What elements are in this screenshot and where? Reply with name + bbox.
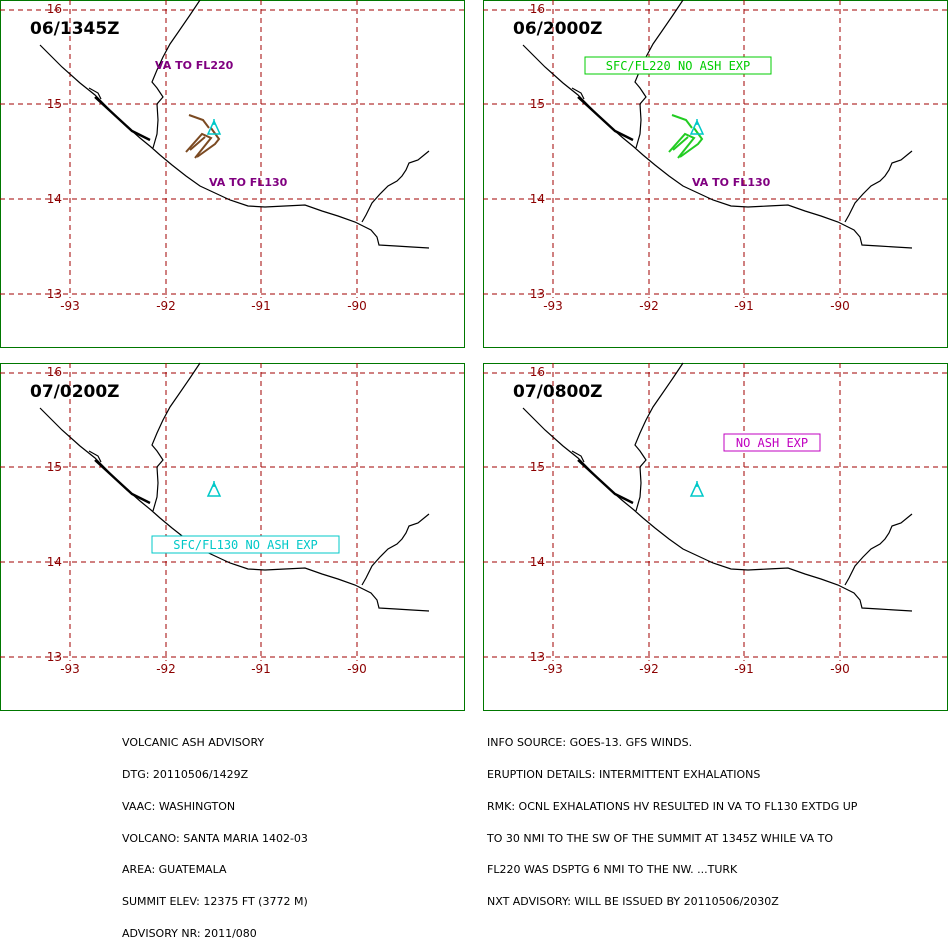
longitude-label: -92 <box>639 299 659 313</box>
country-border <box>634 362 684 512</box>
longitude-label: -92 <box>639 662 659 676</box>
ash-level-label: VA TO FL130 <box>209 176 288 189</box>
latitude-label: 14 <box>47 192 62 206</box>
ash-status-box <box>151 535 340 554</box>
coastline <box>522 44 913 249</box>
longitude-label: -91 <box>734 299 754 313</box>
coastline <box>522 407 913 612</box>
latitude-label: 13 <box>47 287 62 301</box>
country-border <box>844 513 913 586</box>
longitude-label: -91 <box>734 662 754 676</box>
ash-status-label: SFC/FL130 NO ASH EXP <box>173 538 318 552</box>
coastline <box>571 450 585 463</box>
ash-cloud-polygon <box>189 136 206 151</box>
advisory-line: VOLCANO: SANTA MARIA 1402-03 <box>122 831 308 845</box>
country-border <box>361 150 430 223</box>
info-line: NXT ADVISORY: WILL BE ISSUED BY 20110506… <box>487 895 779 909</box>
panel-frame <box>483 0 948 348</box>
volcano-icon <box>206 481 222 497</box>
valid-time: 07/0800Z <box>513 382 603 402</box>
country-border <box>151 0 201 149</box>
longitude-label: -90 <box>347 662 367 676</box>
ash-level-label: VA TO FL130 <box>692 176 771 189</box>
advisory-header: VOLCANIC ASH ADVISORY DTG: 20110506/1429… <box>122 717 308 950</box>
latitude-label: 15 <box>530 97 545 111</box>
longitude-label: -93 <box>60 662 80 676</box>
advisory-details: INFO SOURCE: GOES-13. GFS WINDS. ERUPTIO… <box>487 717 857 918</box>
ash-cloud-polygon <box>672 136 689 151</box>
country-border <box>844 150 913 223</box>
panel-frame <box>0 363 465 711</box>
latitude-label: 13 <box>530 650 545 664</box>
longitude-label: -91 <box>251 299 271 313</box>
latitude-label: 16 <box>530 2 545 16</box>
coastline <box>577 459 634 505</box>
ash-cloud-polygon <box>188 114 210 129</box>
ash-cloud-polygon <box>668 132 696 159</box>
info-line: RMK: OCNL EXHALATIONS HV RESULTED IN VA … <box>487 799 858 813</box>
latitude-label: 16 <box>47 365 62 379</box>
latitude-label: 16 <box>530 365 545 379</box>
longitude-label: -92 <box>156 299 176 313</box>
coastline <box>88 450 102 463</box>
latitude-label: 13 <box>47 650 62 664</box>
volcano-icon <box>689 481 705 497</box>
ash-status-label: NO ASH EXP <box>736 436 808 450</box>
longitude-label: -92 <box>156 662 176 676</box>
advisory-line: ADVISORY NR: 2011/080 <box>122 926 257 940</box>
ash-cloud-polygon <box>671 114 693 129</box>
info-line: INFO SOURCE: GOES-13. GFS WINDS. <box>487 736 693 750</box>
longitude-label: -93 <box>60 299 80 313</box>
coastline <box>94 459 151 505</box>
info-line: TO 30 NMI TO THE SW OF THE SUMMIT AT 134… <box>487 831 833 845</box>
country-border <box>151 362 201 512</box>
longitude-label: -91 <box>251 662 271 676</box>
panel-frame <box>483 363 948 711</box>
latitude-label: 16 <box>47 2 62 16</box>
latitude-label: 13 <box>530 287 545 301</box>
coastline <box>94 96 151 142</box>
ash-cloud-polygon <box>185 132 213 159</box>
latitude-label: 15 <box>47 460 62 474</box>
coastline <box>88 87 102 100</box>
ash-status-box <box>584 56 772 75</box>
longitude-label: -90 <box>347 299 367 313</box>
longitude-label: -93 <box>543 662 563 676</box>
valid-time: 07/0200Z <box>30 382 120 402</box>
latitude-label: 14 <box>530 555 545 569</box>
advisory-line: VOLCANIC ASH ADVISORY <box>122 736 265 750</box>
ash-level-label: VA TO FL220 <box>155 59 234 72</box>
info-line: ERUPTION DETAILS: INTERMITTENT EXHALATIO… <box>487 767 761 781</box>
volcano-icon <box>689 119 705 135</box>
latitude-label: 14 <box>47 555 62 569</box>
advisory-line: AREA: GUATEMALA <box>122 863 227 877</box>
latitude-label: 15 <box>530 460 545 474</box>
advisory-line: DTG: 20110506/1429Z <box>122 767 249 781</box>
coastline <box>39 44 430 249</box>
latitude-label: 14 <box>530 192 545 206</box>
info-line: FL220 WAS DSPTG 6 NMI TO THE NW. ...TURK <box>487 863 738 877</box>
map-panel: 16 15 14 13-93 -92 -91 -90 06/2000Z VA TO FL130 S… <box>483 0 948 348</box>
coastline <box>39 407 430 612</box>
map-panel: 16 15 14 13-93 -92 -91 -90 07/0800Z NO ASH EXP <box>483 362 948 711</box>
latitude-label: 15 <box>47 97 62 111</box>
coastline <box>571 87 585 100</box>
ash-status-label: SFC/FL220 NO ASH EXP <box>606 59 751 73</box>
longitude-label: -93 <box>543 299 563 313</box>
valid-time: 06/1345Z <box>30 19 120 39</box>
map-panel: 16 15 14 13-93 -92 -91 -90 06/1345Z VA TO FL220 V… <box>0 0 465 348</box>
map-panel: 16 15 14 13-93 -92 -91 -90 07/0200Z SFC/FL130 NO… <box>0 362 465 711</box>
advisory-line: SUMMIT ELEV: 12375 FT (3772 M) <box>122 895 308 909</box>
panel-frame <box>0 0 465 348</box>
country-border <box>634 0 684 149</box>
advisory-line: VAAC: WASHINGTON <box>122 799 236 813</box>
coastline <box>577 96 634 142</box>
volcano-icon <box>206 119 222 135</box>
valid-time: 06/2000Z <box>513 19 603 39</box>
longitude-label: -90 <box>830 299 850 313</box>
ash-status-box <box>723 433 821 452</box>
longitude-label: -90 <box>830 662 850 676</box>
country-border <box>361 513 430 586</box>
